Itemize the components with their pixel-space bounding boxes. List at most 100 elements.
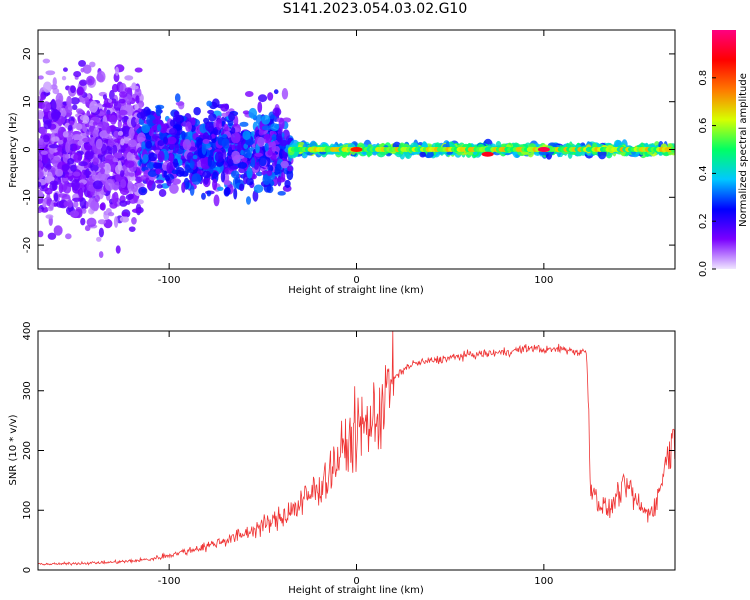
spectrogram-cell	[91, 170, 96, 180]
spectrogram-cell	[72, 171, 81, 177]
spectrogram-cell	[89, 100, 99, 113]
spectrogram-cell	[245, 139, 254, 146]
spectrogram-cell	[141, 123, 151, 134]
spectrogram-cell	[264, 142, 269, 152]
snr-y-label: SNR (10 * v/v)	[8, 414, 19, 485]
spectrogram-cell	[78, 161, 88, 167]
spectrogram-cell	[159, 123, 168, 134]
spectrogram-cell	[84, 96, 90, 103]
spectrogram-cell	[58, 193, 68, 198]
spectrogram-cell	[267, 150, 273, 156]
spectrogram-cell	[185, 121, 192, 133]
spectrogram-cell	[227, 146, 233, 155]
spectrogram-cell	[163, 170, 168, 178]
spectrogram-cell	[192, 154, 198, 160]
spectrogram-cell	[77, 140, 84, 146]
spectrogram-cell	[47, 153, 55, 159]
colorbar-tick-label: 0.0	[698, 261, 709, 277]
spectrogram-cell	[38, 181, 42, 188]
spectrogram-cell	[220, 171, 226, 183]
spectrogram-cell	[238, 167, 246, 174]
spectrogram-cell	[244, 90, 254, 98]
spectrogram-cell	[66, 95, 72, 108]
spectrogram-cell	[134, 87, 142, 98]
spectrogram-cell	[242, 172, 248, 185]
spectrogram-cell	[134, 67, 143, 73]
spectrogram-peak	[350, 147, 363, 152]
spectrogram-cell	[78, 79, 88, 86]
spectrogram-cell	[175, 153, 182, 160]
spectrogram-cell	[419, 151, 427, 158]
spectrogram-cell	[253, 162, 259, 170]
spectrogram-cell	[258, 129, 264, 136]
spectrogram-cell	[231, 150, 241, 161]
spectrogram-cell	[38, 171, 44, 178]
spectrogram-cell	[262, 174, 271, 186]
spectrogram-cell	[59, 107, 67, 118]
spectrogram-cell	[61, 75, 67, 81]
spectrogram-cell	[63, 67, 68, 72]
spectrogram-cell	[71, 179, 80, 191]
spectrogram-cell	[82, 64, 92, 74]
spectrogram-cell	[131, 216, 137, 225]
spectrogram-cell	[38, 138, 45, 146]
spectrogram-cell	[169, 183, 179, 194]
spectrogram-cell	[121, 212, 129, 217]
spectrogram-x-tick-label: 100	[534, 275, 553, 286]
spectrogram-cell	[147, 170, 158, 178]
spectrogram-cell	[174, 93, 181, 103]
spectrogram-cell	[257, 101, 263, 113]
spectrogram-cell	[98, 227, 104, 238]
spectrogram-cell	[228, 112, 236, 122]
spectrogram-peak	[481, 151, 494, 157]
spectrogram-cell	[156, 184, 163, 189]
spectrogram-cell	[212, 178, 218, 191]
spectrogram-cell	[257, 94, 268, 103]
spectrogram-cell	[95, 138, 103, 150]
spectrogram-cell	[53, 192, 59, 202]
spectrogram-cell	[44, 187, 53, 195]
spectrogram-cell	[97, 171, 107, 181]
spectrogram-cell	[86, 75, 95, 86]
spectrogram-cell	[42, 134, 50, 143]
spectrogram-cell	[73, 152, 82, 163]
snr-series-line	[38, 331, 675, 566]
snr-panel: -100 0 100 0 100 200 300 400 Height of straight…	[8, 321, 676, 596]
spectrogram-cell	[42, 199, 47, 208]
spectrogram-cell	[273, 89, 279, 95]
spectrogram-cell	[89, 61, 96, 68]
spectrogram-cell	[278, 117, 285, 130]
spectrogram-cell	[131, 208, 142, 214]
spectrogram-cell	[43, 120, 52, 130]
spectrogram-cell	[223, 187, 230, 197]
spectrogram-cell	[237, 141, 242, 152]
spectrogram-cell	[104, 179, 115, 191]
colorbar-ticks: 0.0 0.2 0.4 0.6 0.8	[698, 70, 716, 277]
spectrogram-y-tick-label: -10	[22, 189, 33, 205]
spectrogram-cell	[49, 180, 59, 186]
spectrogram-cell	[267, 92, 274, 101]
spectrogram-cell	[155, 105, 162, 117]
spectrogram-cell	[104, 154, 115, 165]
spectrogram-cell	[72, 143, 78, 152]
spectrogram-cell	[191, 117, 196, 126]
spectrogram-cell	[69, 120, 75, 126]
spectrogram-cell	[38, 109, 45, 119]
spectrogram-cell	[62, 183, 72, 194]
snr-x-label: Height of straight line (km)	[288, 585, 424, 596]
spectrogram-cell	[97, 219, 107, 225]
spectrogram-cell	[119, 216, 130, 223]
spectrogram-cell	[166, 161, 173, 174]
spectrogram-cell	[111, 193, 116, 205]
spectrogram-cell	[106, 126, 111, 134]
spectrogram-cell	[154, 179, 164, 184]
spectrogram-cell	[271, 140, 276, 153]
spectrogram-cell	[243, 148, 251, 159]
spectrogram-cell	[119, 91, 128, 98]
spectrogram-cell	[117, 130, 124, 136]
spectrogram-cell	[221, 112, 229, 118]
spectrogram-cell	[78, 189, 84, 199]
spectrogram-cell	[203, 117, 210, 124]
spectrogram-cell	[125, 200, 131, 205]
